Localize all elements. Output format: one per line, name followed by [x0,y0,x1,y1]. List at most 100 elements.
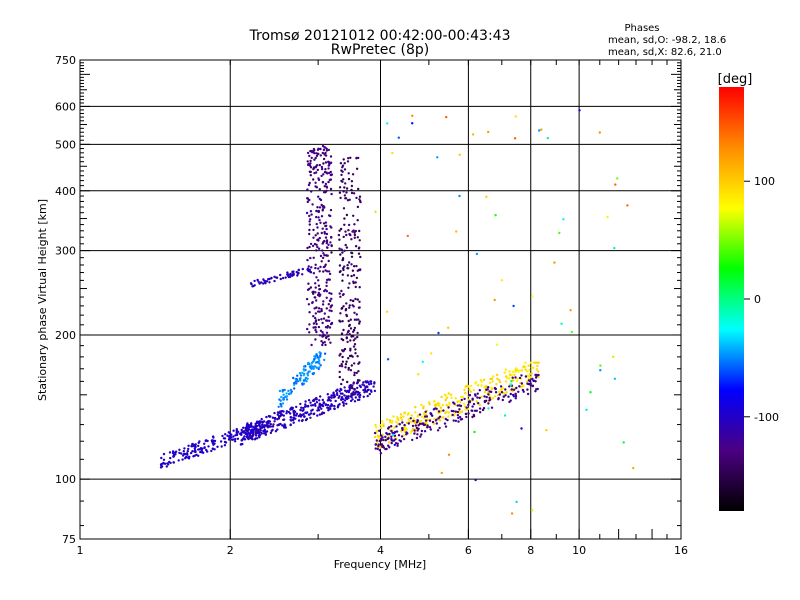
data-point [412,419,415,423]
data-point [330,304,334,307]
data-point [450,409,453,413]
data-point [343,394,346,397]
data-point [317,195,320,198]
data-point [324,288,327,292]
data-point [160,456,163,460]
data-point [486,388,489,391]
data-point [363,391,366,394]
data-point [374,443,377,446]
data-point [340,179,343,183]
data-point [247,428,251,431]
data-point [240,433,243,436]
data-point [162,452,166,456]
data-point [515,500,518,504]
data-point [311,408,314,411]
data-point [374,423,377,427]
data-point [330,236,333,239]
data-point [420,433,423,436]
data-point [391,431,394,434]
data-point [350,184,354,188]
data-point [348,304,351,307]
data-point [612,355,615,358]
y-tick-label: 200 [55,329,76,342]
data-point [320,340,323,343]
data-point [245,432,248,435]
data-point [224,441,228,444]
data-point [283,388,286,392]
data-point [478,403,482,407]
data-point [406,234,409,238]
data-point [465,415,468,419]
data-point [524,375,528,378]
data-point [351,173,355,176]
data-point [377,443,380,446]
data-point [369,389,373,392]
data-point [483,395,486,398]
data-point [373,381,376,384]
data-point [317,325,321,329]
data-point [478,389,481,392]
data-point [313,296,316,299]
data-point [318,293,321,296]
data-point [314,404,317,407]
data-point [247,426,251,429]
data-point [276,428,279,431]
data-point [299,414,302,418]
data-point [392,415,395,418]
data-point [329,306,332,309]
data-point [352,335,355,338]
data-point [407,411,410,415]
data-point [480,384,483,387]
data-point [327,338,330,341]
data-point [346,389,349,393]
data-point [509,392,512,396]
data-point [355,196,358,200]
data-point [317,216,320,219]
data-point [410,414,413,417]
data-point [338,238,341,241]
data-point [431,420,435,424]
data-point [528,369,531,372]
data-point [536,364,539,368]
data-point [384,439,387,442]
data-point [403,428,407,431]
data-point [308,311,311,314]
data-point [340,363,343,366]
data-point [558,231,561,235]
data-point [426,425,429,428]
data-point [353,362,356,365]
data-point [435,418,438,421]
data-point [273,275,276,278]
data-point [358,198,361,201]
data-point [363,388,367,391]
data-point [419,435,422,438]
data-point [285,410,289,413]
data-point [318,366,321,369]
data-point [472,402,476,406]
data-point [338,229,341,232]
data-point [327,270,331,273]
data-point [313,242,317,246]
data-point [358,306,361,309]
data-point [353,343,357,346]
data-point [530,372,533,375]
data-point [478,407,482,410]
data-point [314,319,318,322]
data-point [357,187,360,191]
data-point [328,272,332,276]
data-point [342,328,345,332]
data-point [322,157,326,161]
data-point [463,388,466,392]
data-point [437,410,441,413]
data-point [294,414,298,417]
data-point [317,209,320,213]
data-point [358,320,361,323]
data-point [358,229,361,233]
data-point [424,419,428,422]
data-point [528,382,531,386]
data-point [287,274,290,278]
data-point [285,395,289,398]
data-point [344,366,347,369]
data-point [324,221,328,224]
data-point [390,429,393,433]
